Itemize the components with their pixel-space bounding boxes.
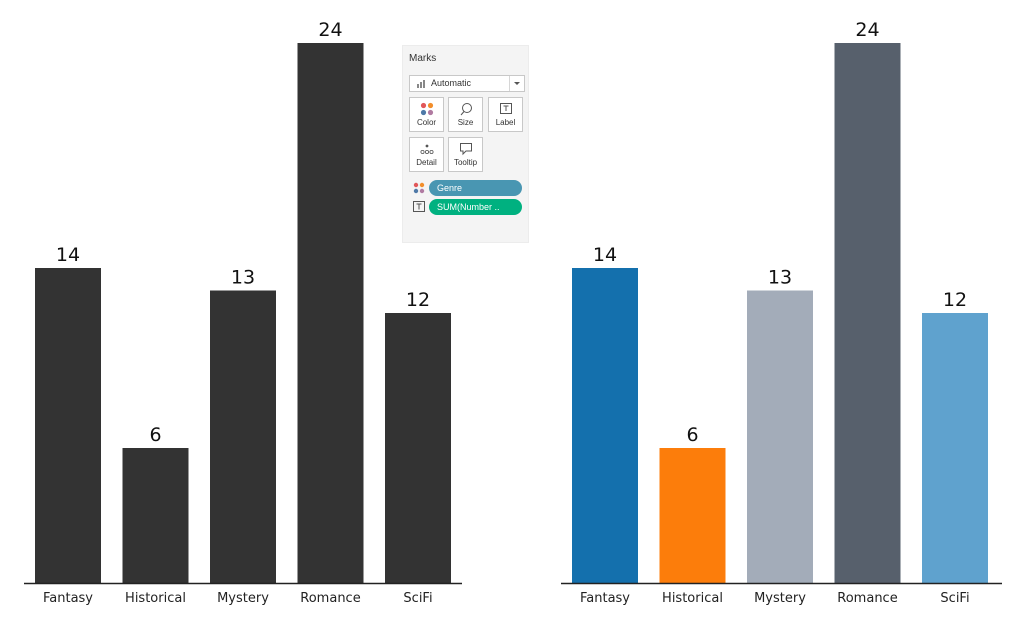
bar-chart-1: 14 Fantasy 6 Historical 13 Mystery 24 Romance 12… (24, 19, 462, 606)
bar-romance[interactable] (297, 43, 364, 583)
sum-number-pill[interactable]: SUM(Number .. (429, 199, 522, 215)
data-label-historical: 6 (686, 424, 698, 446)
bar-fantasy[interactable] (572, 268, 638, 583)
marks-title: Marks (409, 53, 437, 64)
bar-scifi[interactable] (385, 313, 451, 583)
color-button-label: Color (416, 118, 437, 127)
bar-romance[interactable] (834, 43, 901, 583)
detail-button-label: Detail (416, 158, 437, 167)
bar-chart-2: 14 Fantasy 6 Historical 13 Mystery 24 Romance 12… (561, 19, 1002, 606)
x-tick-label-scifi: SciFi (940, 591, 969, 606)
genre-pill-row[interactable]: Genre (413, 180, 523, 196)
x-tick-label-historical: Historical (125, 591, 186, 606)
color-dots-icon (413, 182, 425, 194)
color-dots-icon (420, 102, 434, 116)
x-tick-label-romance: Romance (300, 591, 360, 606)
size-icon (460, 103, 472, 116)
x-tick-label-scifi: SciFi (403, 591, 432, 606)
text-label-icon (500, 103, 512, 114)
detail-dots-icon (420, 144, 434, 154)
genre-pill[interactable]: Genre (429, 180, 522, 196)
x-tick-label-mystery: Mystery (754, 591, 806, 606)
x-tick-label-romance: Romance (837, 591, 897, 606)
marks-card: Marks Automatic Color Si (402, 45, 529, 243)
tooltip-button[interactable]: Tooltip (448, 137, 483, 172)
bar-historical[interactable] (659, 448, 726, 583)
text-label-icon (413, 201, 425, 212)
data-label-fantasy: 14 (593, 244, 617, 266)
label-button[interactable]: Label (488, 97, 523, 132)
bar-chart-icon (417, 80, 425, 88)
bar-historical[interactable] (122, 448, 189, 583)
x-tick-label-fantasy: Fantasy (43, 591, 93, 606)
data-label-historical: 6 (149, 424, 161, 446)
bar-mystery[interactable] (747, 290, 813, 584)
chevron-down-icon[interactable] (509, 76, 524, 91)
data-label-romance: 24 (318, 19, 342, 41)
x-tick-label-fantasy: Fantasy (580, 591, 630, 606)
detail-button[interactable]: Detail (409, 137, 444, 172)
mark-type-dropdown[interactable]: Automatic (409, 75, 525, 92)
data-label-mystery: 13 (231, 267, 255, 289)
label-button-label: Label (495, 118, 516, 127)
size-button[interactable]: Size (448, 97, 483, 132)
bar-mystery[interactable] (210, 290, 276, 584)
data-label-romance: 24 (855, 19, 879, 41)
mark-type-label: Automatic (431, 78, 472, 88)
tooltip-icon (460, 143, 472, 156)
x-tick-label-mystery: Mystery (217, 591, 269, 606)
x-tick-label-historical: Historical (662, 591, 723, 606)
tooltip-button-label: Tooltip (453, 158, 478, 167)
color-button[interactable]: Color (409, 97, 444, 132)
data-label-mystery: 13 (768, 267, 792, 289)
bar-fantasy[interactable] (35, 268, 101, 583)
bar-scifi[interactable] (922, 313, 988, 583)
sum-pill-row[interactable]: SUM(Number .. (413, 199, 523, 215)
size-button-label: Size (457, 118, 474, 127)
data-label-fantasy: 14 (56, 244, 80, 266)
data-label-scifi: 12 (943, 289, 967, 311)
data-label-scifi: 12 (406, 289, 430, 311)
